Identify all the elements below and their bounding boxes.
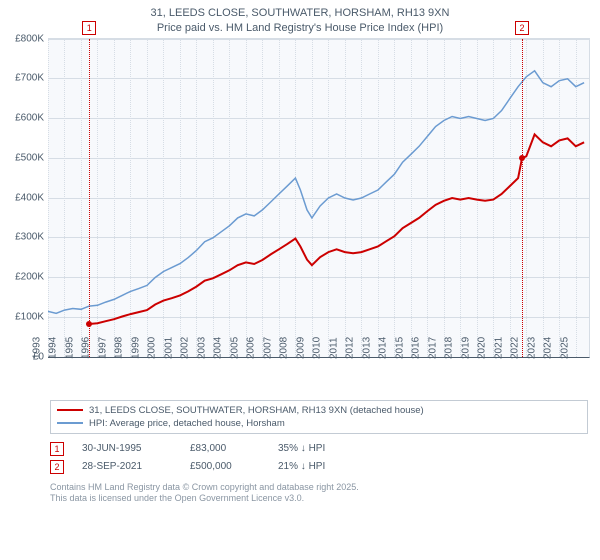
footnote-delta: 21% ↓ HPI: [278, 461, 325, 472]
footnote-delta: 35% ↓ HPI: [278, 443, 325, 454]
legend-swatch: [57, 409, 83, 411]
legend: 31, LEEDS CLOSE, SOUTHWATER, HORSHAM, RH…: [50, 400, 588, 434]
y-axis-label: £100K: [15, 311, 44, 322]
chart: £0£100K£200K£300K£400K£500K£600K£700K£80…: [48, 38, 590, 378]
footnote-price: £500,000: [190, 461, 260, 472]
chart-title-line2: Price paid vs. HM Land Registry's House …: [10, 21, 590, 36]
sale-marker-badge: 2: [515, 21, 529, 35]
sale-footnotes: 1 30-JUN-1995 £83,000 35% ↓ HPI 2 28-SEP-2021…: [50, 440, 588, 476]
y-axis-label: £200K: [15, 272, 44, 283]
footnote-date: 28-SEP-2021: [82, 461, 172, 472]
footnote-badge: 2: [50, 460, 64, 474]
y-axis-label: £800K: [15, 33, 44, 44]
y-axis-label: £400K: [15, 192, 44, 203]
sale-marker-badge: 1: [82, 21, 96, 35]
legend-swatch: [57, 422, 83, 424]
attribution-line2: This data is licensed under the Open Gov…: [50, 493, 588, 505]
sale-marker-line: [522, 39, 523, 357]
y-axis-label: £600K: [15, 113, 44, 124]
sale-marker-line: [89, 39, 90, 357]
legend-row: 31, LEEDS CLOSE, SOUTHWATER, HORSHAM, RH…: [57, 404, 581, 417]
y-axis-label: £300K: [15, 232, 44, 243]
footnote-row: 1 30-JUN-1995 £83,000 35% ↓ HPI: [50, 440, 588, 458]
legend-row: HPI: Average price, detached house, Hors…: [57, 417, 581, 430]
footnote-row: 2 28-SEP-2021 £500,000 21% ↓ HPI: [50, 458, 588, 476]
footnote-badge: 1: [50, 442, 64, 456]
y-axis-label: £700K: [15, 73, 44, 84]
series-price_paid: [89, 134, 584, 324]
x-axis-label: 1993: [32, 336, 43, 358]
chart-title-line1: 31, LEEDS CLOSE, SOUTHWATER, HORSHAM, RH…: [10, 6, 590, 21]
legend-label: HPI: Average price, detached house, Hors…: [89, 418, 285, 429]
legend-label: 31, LEEDS CLOSE, SOUTHWATER, HORSHAM, RH…: [89, 405, 424, 416]
y-axis-label: £500K: [15, 152, 44, 163]
footnote-date: 30-JUN-1995: [82, 443, 172, 454]
attribution-line1: Contains HM Land Registry data © Crown c…: [50, 482, 588, 494]
footnote-price: £83,000: [190, 443, 260, 454]
